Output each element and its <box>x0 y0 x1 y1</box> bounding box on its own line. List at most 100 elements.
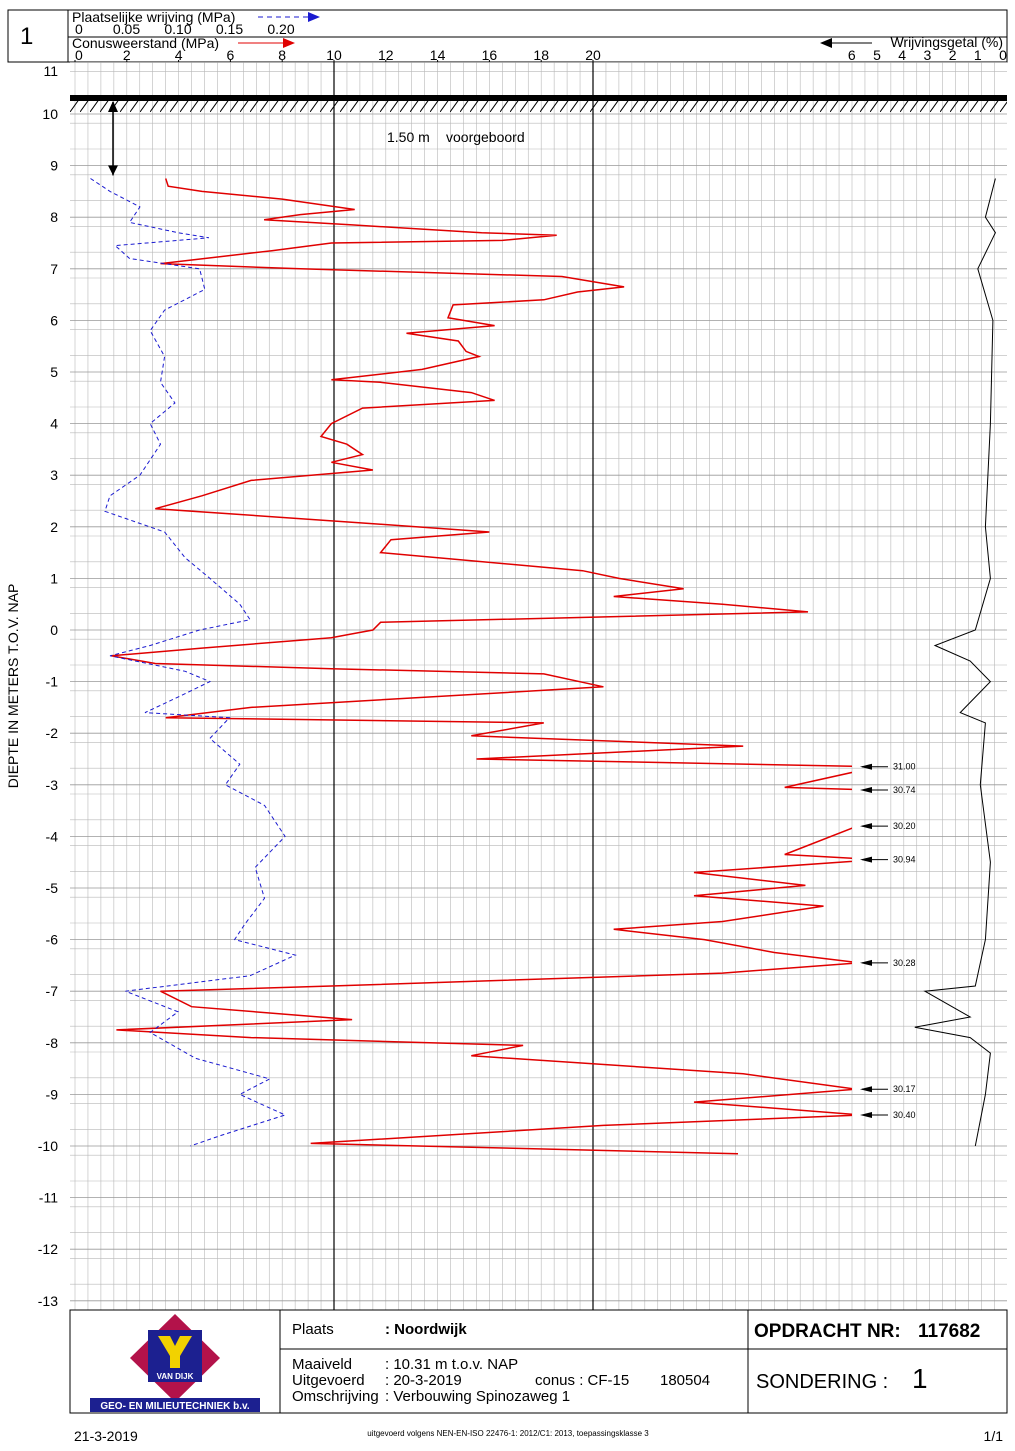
x-tick-label: 20 <box>585 47 601 63</box>
cone-axis-label: Conusweerstand (MPa) <box>72 35 219 51</box>
x-tick-label: 0.05 <box>113 21 140 37</box>
x-tick-label: 10 <box>326 47 342 63</box>
x-tick-label: 18 <box>533 47 549 63</box>
logo-mark <box>158 1336 192 1368</box>
sondering-nr: 1 <box>912 1363 928 1394</box>
x-tick-label: 2 <box>949 47 957 63</box>
plaats: : Noordwijk <box>385 1321 467 1338</box>
plaats-label: Plaats <box>292 1321 334 1338</box>
conus-nr: 180504 <box>660 1372 710 1389</box>
plot: 11109876543210-1-2-3-4-5-6-7-8-9-10-11-1… <box>38 21 1007 1311</box>
date: 21-3-2019 <box>74 1428 138 1444</box>
y-tick-label: 5 <box>50 364 58 380</box>
y-tick-label: 1 <box>50 570 58 586</box>
x-tick-label: 14 <box>430 47 446 63</box>
uitgevoerd: : 20-3-2019 <box>385 1372 462 1389</box>
annotation-arrowhead <box>860 823 872 830</box>
x-tick-label: 2 <box>123 47 131 63</box>
y-tick-label: -6 <box>46 932 59 948</box>
x-tick-label: 4 <box>898 47 906 63</box>
x-tick-label: 6 <box>848 47 856 63</box>
x-tick-label: 6 <box>227 47 235 63</box>
cone-legend-arrow <box>283 38 295 48</box>
omschrijving-label: Omschrijving <box>292 1388 379 1405</box>
x-tick-label: 5 <box>873 47 881 63</box>
y-tick-label: -13 <box>38 1293 58 1309</box>
x-tick-label: 3 <box>924 47 932 63</box>
logo-bar <box>90 1398 260 1412</box>
logo-company: GEO- EN MILIEUTECHNIEK b.v. <box>100 1401 249 1412</box>
annotation-arrowhead <box>860 856 872 863</box>
ground-hatch <box>70 98 1007 113</box>
annotation-label: 30.94 <box>893 855 916 865</box>
annotation-arrowhead <box>860 1112 872 1119</box>
y-tick-label: -3 <box>46 777 59 793</box>
y-tick-label: 11 <box>43 63 58 79</box>
annotation-arrowhead <box>860 1086 872 1093</box>
predrill-text: voorgeboord <box>446 129 525 145</box>
y-tick-label: -5 <box>46 880 59 896</box>
y-tick-label: 0 <box>50 622 58 638</box>
opdracht-label: OPDRACHT NR: <box>754 1321 901 1342</box>
maaiveld-label: Maaiveld <box>292 1356 352 1373</box>
series-line <box>90 178 297 1147</box>
page-number: 1/1 <box>984 1428 1004 1444</box>
annotation-label: 31.00 <box>893 762 916 772</box>
logo-name: VAN DIJK <box>157 1372 194 1381</box>
y-tick-label: -8 <box>46 1035 59 1051</box>
x-tick-label: 12 <box>378 47 394 63</box>
annotation-label: 30.40 <box>893 1110 916 1120</box>
y-tick-label: -10 <box>38 1138 58 1154</box>
x-tick-label: 0.10 <box>164 21 191 37</box>
y-tick-label: 2 <box>50 519 58 535</box>
norm: uitgevoerd volgens NEN-EN-ISO 22476-1: 2… <box>367 1429 649 1438</box>
ground-level <box>70 95 1007 102</box>
annotation-label: 30.17 <box>893 1084 916 1094</box>
friction-axis-label: Plaatselijke wrijving (MPa) <box>72 9 235 25</box>
x-tick-label: 4 <box>175 47 183 63</box>
x-tick-label: 0 <box>75 21 83 37</box>
x-tick-label: 0.20 <box>267 21 294 37</box>
opdracht: 117682 <box>918 1321 980 1342</box>
y-tick-label: 4 <box>50 416 58 432</box>
omschrijving: : Verbouwing Spinozaweg 1 <box>385 1388 570 1405</box>
uitgevoerd-label: Uitgevoerd <box>292 1372 365 1389</box>
friction-legend-arrow <box>308 12 320 22</box>
ratio-axis-label: Wrijvingsgetal (%) <box>890 34 1003 50</box>
predrill-label: 1.50 m <box>387 129 430 145</box>
y-tick-label: -2 <box>46 725 59 741</box>
sondering-label: SONDERING : <box>756 1371 888 1393</box>
grid <box>70 62 1007 1311</box>
y-tick-label: -12 <box>38 1241 58 1257</box>
y-tick-label: -11 <box>39 1190 58 1206</box>
maaiveld: : 10.31 m t.o.v. NAP <box>385 1356 518 1373</box>
x-tick-label: 0 <box>75 47 83 63</box>
annotation-arrowhead <box>860 786 872 793</box>
conus: conus : CF-15 <box>535 1372 629 1389</box>
annotation-label: 30.20 <box>893 821 916 831</box>
x-tick-label: 0.15 <box>216 21 243 37</box>
y-tick-label: 3 <box>50 467 58 483</box>
x-tick-label: 1 <box>974 47 982 63</box>
y-tick-label: -1 <box>46 674 59 690</box>
annotation-label: 30.28 <box>893 958 916 968</box>
y-tick-label: 8 <box>50 209 58 225</box>
x-tick-label: 0 <box>999 47 1007 63</box>
logo: VAN DIJK GEO- EN MILIEUTECHNIEK b.v. <box>90 1314 260 1412</box>
y-tick-label: 9 <box>50 158 58 174</box>
series-line <box>111 178 852 1155</box>
x-tick-label: 16 <box>482 47 498 63</box>
annotation-label: 30.74 <box>893 785 916 795</box>
y-tick-label: -7 <box>46 983 59 999</box>
x-tick-label: 8 <box>278 47 286 63</box>
y-axis-label: DIEPTE IN METERS T.O.V. NAP <box>5 584 21 789</box>
y-tick-label: -9 <box>46 1086 59 1102</box>
annotation-arrowhead <box>860 763 872 770</box>
header-number: 1 <box>20 23 33 50</box>
y-tick-label: 10 <box>42 106 58 122</box>
y-tick-label: -4 <box>46 828 59 844</box>
footer-box <box>69 1309 1008 1414</box>
y-tick-label: 7 <box>50 261 58 277</box>
